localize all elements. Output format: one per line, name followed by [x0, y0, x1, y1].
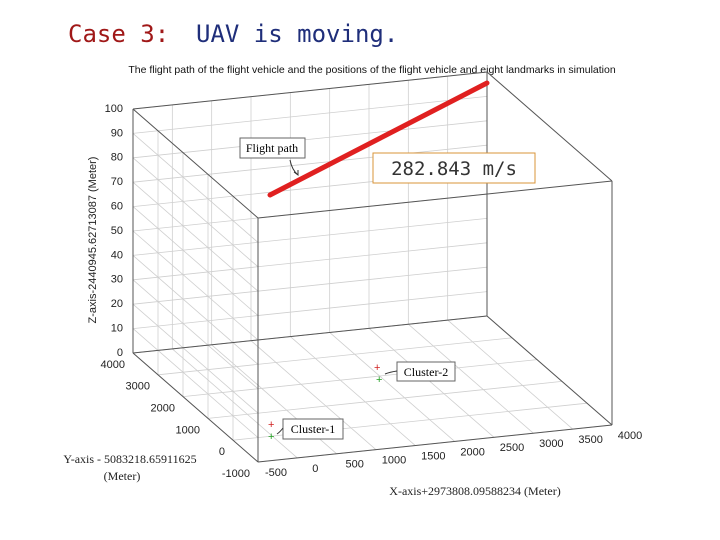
slide-title: UAV is moving.	[196, 20, 398, 48]
marker: +	[268, 431, 274, 443]
grid-line	[290, 336, 416, 446]
annotation: Cluster-2	[404, 365, 448, 379]
grid-line	[132, 218, 488, 256]
annotation-box	[282, 418, 344, 440]
y-tick-label: 2000	[151, 403, 175, 415]
x-axis-label: X-axis+2973808.09588234 (Meter)	[389, 484, 560, 498]
x-tick-label: 3000	[539, 438, 563, 450]
y-tick-label: 3000	[126, 381, 150, 393]
x-tick-label: -500	[265, 467, 287, 479]
z-tick-label: 50	[111, 225, 123, 237]
z-tick-label: 20	[111, 298, 123, 310]
arrow	[276, 427, 284, 435]
arrow	[384, 370, 398, 375]
grid-line	[132, 133, 259, 243]
x-tick-label: 500	[345, 459, 363, 471]
z-tick-label: 80	[111, 152, 123, 164]
grid-line	[132, 144, 488, 183]
plot-title: The flight path of the flight vehicle an…	[128, 64, 616, 76]
grid-line	[329, 332, 455, 442]
flight-path-line	[267, 80, 490, 198]
box	[132, 71, 613, 463]
grid-line	[207, 381, 563, 419]
grid-line	[132, 303, 259, 414]
box-edge	[132, 108, 259, 219]
z-tick-label: 70	[111, 176, 123, 188]
y-axis-label: (Meter)	[104, 469, 141, 483]
grid	[132, 71, 613, 463]
z-tick-label: 60	[111, 201, 123, 213]
grid-line	[132, 206, 259, 316]
grid-line	[182, 359, 538, 397]
y-tick-label: 0	[219, 446, 225, 458]
grid-line	[132, 328, 259, 438]
z-tick-label: 30	[111, 274, 123, 286]
grid-line	[132, 181, 259, 292]
box-edge	[132, 71, 488, 110]
annotation: Flight path	[246, 141, 298, 155]
marker: +	[374, 362, 380, 374]
grid-line	[132, 242, 488, 281]
case-label: Case 3:	[68, 20, 169, 48]
y-axis-label: Y-axis - 5083218.65911625	[63, 452, 196, 466]
z-tick-label: 10	[111, 323, 123, 335]
speed-box	[372, 152, 536, 184]
x-tick-label: 0	[312, 463, 318, 475]
z-tick-label: 0	[117, 347, 123, 359]
speed-label: 282.843 m/s	[391, 158, 517, 180]
y-tick-label: -1000	[222, 468, 250, 480]
arrow	[289, 159, 299, 176]
grid-line	[250, 340, 377, 450]
x-tick-label: 4000	[618, 430, 642, 442]
grid-line	[132, 96, 488, 134]
grid-line	[132, 230, 259, 341]
box-edge	[486, 315, 613, 426]
grid-line	[132, 157, 259, 268]
z-tick-label: 90	[111, 127, 123, 139]
grid-line	[132, 291, 488, 329]
z-axis-label: Z-axis-2440945.62713087 (Meter)	[87, 157, 99, 324]
annotation-box	[239, 137, 306, 159]
tick-labels: -500 0 500 1000 1500 2000 2500 3000 3500 4000-100…	[101, 103, 643, 480]
marker: +	[268, 419, 274, 431]
box-edge	[132, 315, 488, 354]
grid-line	[132, 279, 259, 390]
box-edge	[257, 180, 613, 219]
grid-line	[368, 328, 495, 438]
box-edge	[257, 424, 613, 463]
box-edge	[486, 71, 613, 182]
grid-line	[172, 348, 298, 459]
grid-line	[132, 266, 488, 305]
x-tick-label: 1500	[421, 450, 445, 462]
y-tick-label: 1000	[176, 424, 200, 436]
grid-line	[447, 319, 573, 430]
x-tick-label: 3500	[578, 434, 602, 446]
marker: +	[376, 374, 382, 386]
x-tick-label: 2500	[500, 442, 524, 454]
z-tick-label: 40	[111, 249, 123, 261]
grid-line	[157, 337, 513, 376]
y-tick-label: 4000	[101, 359, 125, 371]
z-tick-label: 100	[105, 103, 123, 115]
x-tick-label: 2000	[460, 446, 484, 458]
x-tick-label: 1000	[382, 455, 406, 467]
grid-line	[132, 120, 488, 159]
grid-line	[408, 323, 534, 434]
cluster-markers: + + + +	[268, 362, 382, 443]
box-edge	[132, 352, 259, 463]
annotation: Cluster-1	[291, 422, 335, 436]
grid-line	[132, 255, 259, 365]
